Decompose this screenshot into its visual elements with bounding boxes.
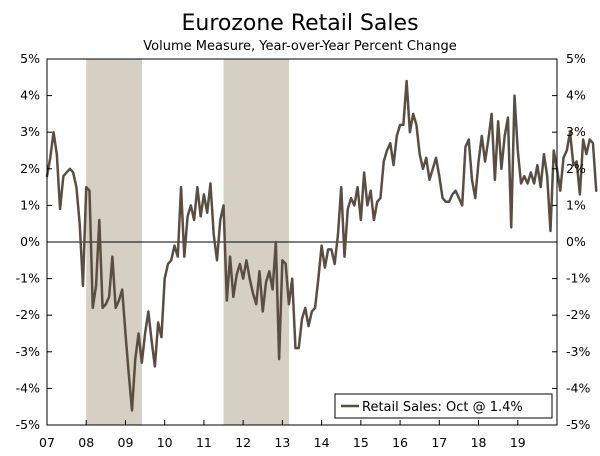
x-tick-label: 14 bbox=[314, 435, 330, 450]
x-tick-label: 15 bbox=[353, 435, 369, 450]
y-tick-label-left: 4% bbox=[20, 88, 40, 103]
y-tick-label-right: 0% bbox=[566, 234, 586, 249]
legend-label: Retail Sales: Oct @ 1.4% bbox=[362, 400, 523, 415]
x-tick-label: 07 bbox=[39, 435, 55, 450]
y-tick-label-left: -5% bbox=[16, 417, 40, 432]
y-tick-label-right: 1% bbox=[566, 197, 586, 212]
x-tick-label: 17 bbox=[431, 435, 447, 450]
y-axis-ticks: 5% 5% 4% 4% 3% 3% 2% 2% 1% 1% 0% 0% -1% -1% -2% -2% -3% -… bbox=[16, 51, 591, 432]
x-tick-label: 08 bbox=[78, 435, 94, 450]
y-tick-label-left: 5% bbox=[20, 51, 40, 66]
y-tick-label-right: 3% bbox=[566, 124, 586, 139]
chart-title: Eurozone Retail Sales bbox=[181, 11, 418, 36]
x-tick-label: 12 bbox=[235, 435, 251, 450]
x-tick-label: 13 bbox=[274, 435, 290, 450]
y-tick-label-left: -4% bbox=[16, 380, 40, 395]
y-tick-label-right: -3% bbox=[566, 344, 590, 359]
x-tick-label: 18 bbox=[471, 435, 487, 450]
y-tick-label-right: -2% bbox=[566, 307, 590, 322]
x-tick-label: 10 bbox=[157, 435, 173, 450]
y-tick-label-left: -2% bbox=[16, 307, 40, 322]
x-tick-label: 16 bbox=[392, 435, 408, 450]
y-tick-label-left: 0% bbox=[20, 234, 40, 249]
legend: Retail Sales: Oct @ 1.4% bbox=[334, 393, 553, 419]
series-group bbox=[45, 79, 598, 412]
y-tick-label-right: -4% bbox=[566, 380, 590, 395]
x-tick-label: 19 bbox=[510, 435, 526, 450]
x-axis-ticks: 07 08 09 10 11 12 13 14 15 16 17 18 19 bbox=[39, 420, 526, 450]
y-tick-label-left: -1% bbox=[16, 271, 40, 286]
legend-box bbox=[334, 393, 553, 419]
y-tick-label-left: -3% bbox=[16, 344, 40, 359]
y-tick-label-right: 2% bbox=[566, 161, 586, 176]
y-tick-label-right: -1% bbox=[566, 271, 590, 286]
chart-subtitle: Volume Measure, Year-over-Year Percent C… bbox=[143, 39, 456, 54]
y-tick-label-left: 1% bbox=[20, 197, 40, 212]
y-tick-label-left: 2% bbox=[20, 161, 40, 176]
y-tick-label-right: 4% bbox=[566, 88, 586, 103]
series-line-1 bbox=[45, 79, 598, 412]
y-tick-label-right: 5% bbox=[566, 51, 586, 66]
x-tick-label: 11 bbox=[196, 435, 212, 450]
x-tick-label: 09 bbox=[118, 435, 134, 450]
y-tick-label-left: 3% bbox=[20, 124, 40, 139]
y-tick-label-right: -5% bbox=[566, 417, 590, 432]
